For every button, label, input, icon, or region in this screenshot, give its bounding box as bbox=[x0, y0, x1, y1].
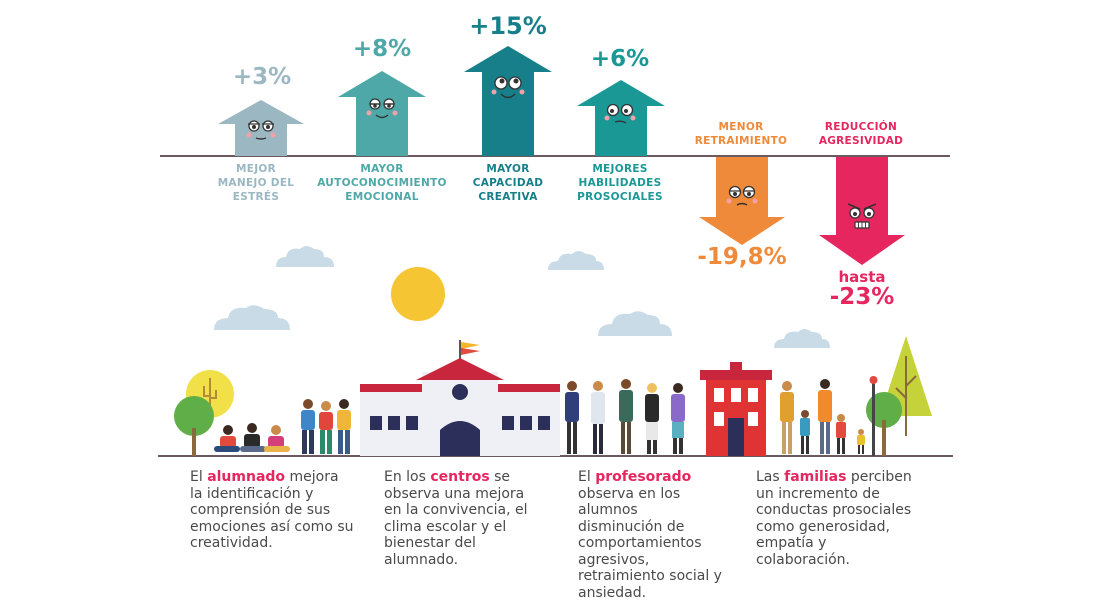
teachers-group-illustration bbox=[565, 379, 685, 454]
up-arrow-stress bbox=[218, 100, 304, 156]
indicator-label-stress: MEJOR MANEJO DEL ESTRÉS bbox=[217, 163, 295, 203]
description-families: Las familias perciben un incremento de c… bbox=[756, 469, 924, 568]
indicator-value-prosocial: +6% bbox=[590, 46, 650, 72]
cloud-icon bbox=[214, 305, 290, 330]
cloud-icon bbox=[598, 311, 672, 336]
neutral-face-icon bbox=[246, 120, 276, 140]
indicator-label-aggression: REDUCCIÓN AGRESIVIDAD bbox=[818, 121, 904, 147]
wink-face-icon bbox=[604, 103, 636, 124]
up-arrow-prosocial bbox=[577, 80, 665, 156]
family-group-illustration bbox=[780, 379, 865, 454]
indicator-label-self-knowledge: MAYOR AUTOCONOCIMIENTO EMOCIONAL bbox=[317, 163, 447, 203]
description-students-after: mejora la identificación y comprensión d… bbox=[190, 469, 354, 551]
description-students: El alumnado mejora la identificación y c… bbox=[190, 469, 354, 552]
cloud-icon bbox=[276, 246, 334, 267]
description-teachers-after: observa en los alumnos disminución de co… bbox=[578, 485, 722, 601]
down-arrow-withdrawal bbox=[699, 157, 785, 245]
description-students-before: El bbox=[190, 469, 208, 485]
description-families-after: perciben un incremento de conductas pros… bbox=[756, 469, 912, 568]
description-schools-before: En los bbox=[384, 469, 431, 485]
school-building-illustration bbox=[360, 340, 560, 456]
tree-icon bbox=[174, 370, 234, 456]
angry-face-icon bbox=[847, 203, 877, 229]
description-teachers-highlight: profesorado bbox=[595, 469, 692, 485]
description-students-highlight: alumnado bbox=[207, 469, 286, 485]
indicator-value-self-knowledge: +8% bbox=[352, 36, 412, 62]
up-arrow-self-knowledge bbox=[338, 71, 426, 156]
sun-icon bbox=[391, 267, 445, 321]
calm-face-icon bbox=[366, 98, 398, 119]
description-families-highlight: familias bbox=[784, 469, 847, 485]
description-teachers-before: El bbox=[578, 469, 596, 485]
cloud-icon bbox=[548, 251, 604, 270]
indicator-value-creativity: +15% bbox=[469, 12, 547, 40]
description-families-before: Las bbox=[756, 469, 785, 485]
cloud-icon bbox=[774, 329, 830, 348]
up-arrow-creativity bbox=[464, 46, 552, 156]
students-group-illustration bbox=[214, 399, 351, 454]
description-schools-after: se observa una mejora en la convivencia,… bbox=[384, 469, 528, 568]
ground-line bbox=[158, 455, 953, 457]
indicator-value-aggression: -23% bbox=[829, 284, 895, 310]
indicator-label-creativity: MAYOR CAPACIDAD CREATIVA bbox=[472, 163, 544, 203]
description-schools: En los centros se observa una mejora en … bbox=[384, 469, 534, 568]
description-teachers: El profesorado observa en los alumnos di… bbox=[578, 469, 726, 601]
indicator-prefix-aggression: hasta bbox=[838, 268, 886, 286]
down-arrow-aggression bbox=[819, 157, 905, 265]
shy-face-icon bbox=[726, 185, 758, 206]
indicator-value-withdrawal: -19,8% bbox=[697, 244, 787, 270]
description-schools-highlight: centros bbox=[430, 469, 490, 485]
happy-face-icon bbox=[491, 76, 525, 99]
baseline-divider bbox=[160, 155, 950, 157]
tree-icon bbox=[866, 336, 932, 456]
house-illustration bbox=[700, 362, 772, 456]
indicator-label-prosocial: MEJORES HABILIDADES PROSOCIALES bbox=[577, 163, 663, 203]
indicator-value-stress: +3% bbox=[232, 64, 292, 90]
indicator-label-withdrawal: MENOR RETRAIMIENTO bbox=[694, 121, 788, 147]
